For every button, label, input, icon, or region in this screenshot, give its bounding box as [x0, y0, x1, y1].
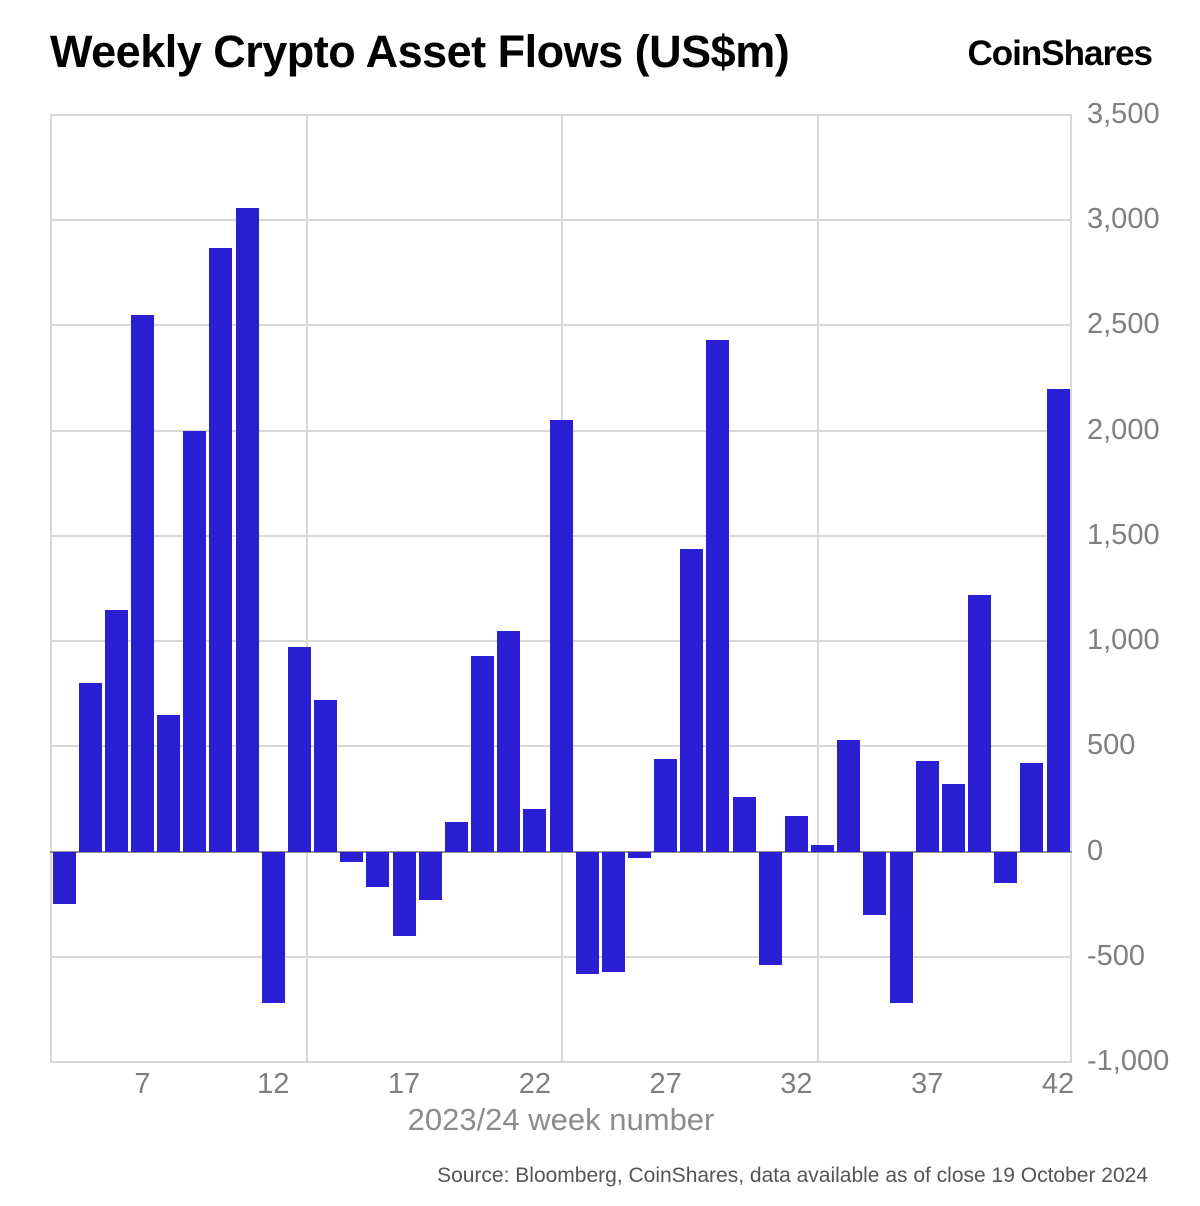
h-gridline	[50, 955, 1072, 958]
h-gridline	[50, 324, 1072, 327]
bar-week-13	[287, 647, 311, 852]
plot-area	[50, 114, 1072, 1063]
bar-week-14	[314, 700, 338, 852]
bar-week-36	[889, 851, 913, 1004]
x-axis-title: 2023/24 week number	[407, 1102, 715, 1137]
v-gridline	[1070, 115, 1072, 1062]
page-title: Weekly Crypto Asset Flows (US$m)	[50, 26, 790, 77]
bar-week-18	[418, 851, 442, 900]
bar-week-24	[575, 851, 599, 974]
bar-week-26	[627, 851, 651, 858]
y-tick-label: 500	[1087, 729, 1136, 762]
y-tick-label: -1,000	[1087, 1045, 1170, 1077]
bar-week-15	[340, 851, 364, 863]
x-tick-label: 27	[649, 1068, 682, 1100]
bar-week-32	[784, 815, 808, 852]
bar-week-42	[1046, 388, 1070, 852]
x-tick-label: 37	[911, 1068, 944, 1100]
v-gridline	[50, 115, 52, 1062]
x-tick-label: 42	[1041, 1068, 1075, 1100]
x-tick-label: 22	[518, 1068, 551, 1100]
bar-week-39	[968, 594, 992, 852]
y-axis-labels: -1,000 -500 0 500 1,000 1,500 2,000 2,500 3,000 3…	[1087, 98, 1199, 1077]
bar-week-9	[183, 430, 207, 852]
y-tick-label: 0	[1087, 834, 1104, 867]
bar-week-10	[209, 247, 233, 852]
bar-week-8	[157, 714, 181, 852]
bar-week-31	[758, 851, 782, 966]
h-gridline	[50, 219, 1072, 222]
y-tick-label: 1,000	[1087, 624, 1160, 657]
y-tick-label: -500	[1087, 939, 1146, 972]
y-tick-label: 2,000	[1087, 413, 1160, 446]
x-tick-label: 7	[134, 1068, 151, 1100]
bar-week-12	[261, 851, 285, 1004]
bar-week-20	[471, 655, 495, 852]
bar-week-30	[732, 796, 756, 852]
bar-week-4	[52, 851, 76, 905]
x-axis-labels: 7 12 17 22 27 32 37 42	[50, 1068, 1074, 1104]
v-gridline	[305, 115, 308, 1062]
bar-week-23	[549, 420, 573, 852]
bar-week-22	[523, 809, 547, 852]
bar-week-7	[130, 314, 154, 852]
bar-week-28	[680, 548, 704, 852]
y-tick-label: 2,500	[1087, 308, 1160, 341]
zero-line	[50, 850, 1072, 853]
x-tick-label: 12	[257, 1068, 290, 1100]
bar-week-17	[392, 851, 416, 936]
h-gridline	[50, 114, 1072, 116]
h-gridline	[50, 1061, 1072, 1063]
v-gridline	[816, 115, 819, 1062]
bar-week-21	[497, 630, 521, 852]
bar-week-35	[863, 851, 887, 915]
source-note: Source: Bloomberg, CoinShares, data avai…	[437, 1164, 1148, 1187]
bar-layer	[50, 115, 1072, 1062]
bar-week-34	[837, 740, 861, 852]
bar-week-11	[235, 207, 259, 852]
bar-week-40	[994, 851, 1018, 884]
y-tick-label: 3,500	[1087, 98, 1160, 130]
bar-week-6	[104, 609, 128, 852]
y-tick-label: 1,500	[1087, 518, 1160, 551]
bar-week-25	[601, 851, 625, 972]
coinshares-logo: CoinShares	[967, 34, 1153, 73]
bar-week-37	[915, 761, 939, 852]
x-tick-label: 32	[780, 1068, 813, 1100]
bar-week-41	[1020, 763, 1044, 852]
bar-week-33	[811, 845, 835, 852]
bar-week-19	[444, 822, 468, 852]
bar-week-27	[654, 758, 678, 852]
x-tick-label: 17	[387, 1068, 421, 1100]
bar-week-5	[78, 683, 102, 852]
bar-week-38	[941, 784, 965, 852]
bar-week-16	[366, 851, 390, 888]
y-tick-label: 3,000	[1087, 203, 1160, 236]
bar-week-29	[706, 340, 730, 852]
